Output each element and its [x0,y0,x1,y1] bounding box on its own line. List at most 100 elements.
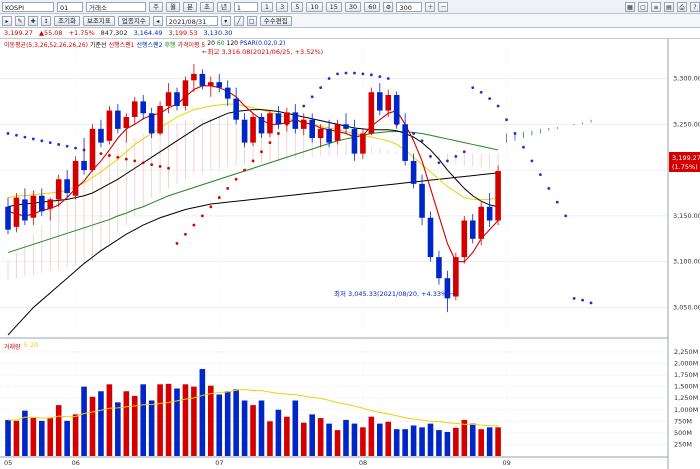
candle-body [377,92,383,111]
legend-item-ma5: 가격이평 5 [177,42,206,49]
volume-bar [89,396,96,456]
window-icon[interactable]: ▢ [638,1,648,12]
calendar-icon[interactable]: ▾ [220,15,231,26]
code-input[interactable]: 01 [57,1,83,12]
volume-ma-line [7,389,499,427]
candle-body [81,160,87,171]
psar-dot [184,232,187,236]
bars-count-input[interactable]: 300 [396,1,423,12]
volume-bar [368,416,375,456]
print-icon[interactable]: ⎙ [677,1,687,12]
volume-bar [393,429,400,456]
settings-icon[interactable]: ⚙ [383,1,394,12]
candle-body [393,94,400,125]
psar-dot [74,146,77,150]
interval-1-button[interactable]: 1 [260,1,274,12]
interval-60-button[interactable]: 60 [364,1,381,12]
psar-dot [260,150,263,154]
period-year-button[interactable]: 년 [216,1,231,12]
legend-item-ma20: 20 [207,40,215,47]
candle-body [360,133,366,154]
volume-tick-label: 500M [674,429,692,437]
candle-body [343,124,349,129]
cursor-icon[interactable]: ✚ [28,15,38,26]
psar-dot [200,214,204,218]
candle-body [334,124,341,141]
volume-bar [55,405,62,456]
psar-dot [471,86,475,90]
volume-bar [436,430,442,456]
price-tick-label: 3,300.00 [673,74,700,82]
interval-5-button[interactable]: 5 [291,1,304,12]
period-month-button[interactable]: 월 [165,1,180,12]
ma20-line [7,109,499,208]
interval-3-button[interactable]: 3 [276,1,289,12]
psar-dot [505,118,508,122]
volume-bar [486,427,493,456]
volume-tick-label: 1,000M [674,406,698,414]
candle-body [123,116,130,128]
candle-body [478,206,484,239]
psar-dot [6,132,10,135]
psar-dot [99,152,103,156]
help-icon[interactable]: ? [690,1,700,12]
sector-index-button[interactable]: 업종지수 [117,15,150,26]
interval-15-button[interactable]: 15 [325,1,342,12]
psar-dot [513,132,517,135]
arrow-icon[interactable]: ↕ [41,15,51,26]
candle-body [300,119,307,129]
menu-icon[interactable]: ▸ [2,15,12,26]
period-second-button[interactable]: 초 [199,1,214,12]
top-toolbar: KOSPI 01 거래소 주 월 분 초 년 1 1 3 5 10 15 30 … [0,0,700,14]
candle-body [140,101,146,114]
psar-dot [251,159,255,163]
indicators-button[interactable]: 보조지표 [82,15,115,26]
zoom-out-icon[interactable]: － [438,1,449,12]
volume-bar [419,427,425,456]
volume-bar [199,369,206,456]
candle-body [165,92,172,106]
psar-dot [192,223,196,227]
candle-body [241,119,248,143]
grid-icon[interactable]: ▦ [625,1,635,12]
psar-dot [530,159,534,163]
stock-chart[interactable]: 3,300.003,250.003,200.003,150.003,100.00… [0,39,700,469]
zoom-in-icon[interactable]: ＋ [425,1,436,12]
list-icon[interactable]: ≡ [651,1,661,12]
volume-bar [495,427,501,456]
chart-type-icon[interactable]: ▤ [664,1,674,12]
volume-bar [292,400,299,456]
date-input[interactable]: 2021/08/31 [165,15,218,26]
tool-icon[interactable]: ✎ [15,15,25,26]
period-minute-button[interactable]: 분 [182,1,197,12]
current-change-label: (1.75%) [672,163,698,171]
count-select[interactable]: 1 [233,1,258,12]
legend-item-base: 기준선 [90,42,107,49]
candle-body [275,113,282,125]
period-week-button[interactable]: 주 [149,1,163,12]
volume-bar [123,391,130,456]
draw-box-icon[interactable]: □ [246,15,257,26]
candle-body [22,199,28,221]
volume-bar [300,422,307,456]
symbol-input[interactable]: KOSPI [2,1,54,12]
candle-body [157,105,163,134]
reset-button[interactable]: 조기화 [54,15,80,26]
candle-body [444,278,451,299]
edit-button[interactable]: 수수편집 [259,15,292,26]
interval-30-button[interactable]: 30 [344,1,362,12]
volume-tick-label: 750M [674,417,692,425]
psar-dot [386,77,390,80]
volume-bar [233,389,239,456]
high-price: 3,199.53 [168,29,198,37]
volume-ma-line [7,389,499,427]
candle-body [148,113,155,134]
volume-bar [64,420,70,456]
draw-line-icon[interactable]: ╱ [233,15,244,26]
calendar-left-icon[interactable]: ◂ [152,15,163,26]
volume-tick-label: 2,000M [674,360,698,368]
volume-bar [148,400,155,456]
volume-bar [174,388,180,456]
interval-10-button[interactable]: 10 [306,1,323,12]
psar-dot [538,173,542,177]
